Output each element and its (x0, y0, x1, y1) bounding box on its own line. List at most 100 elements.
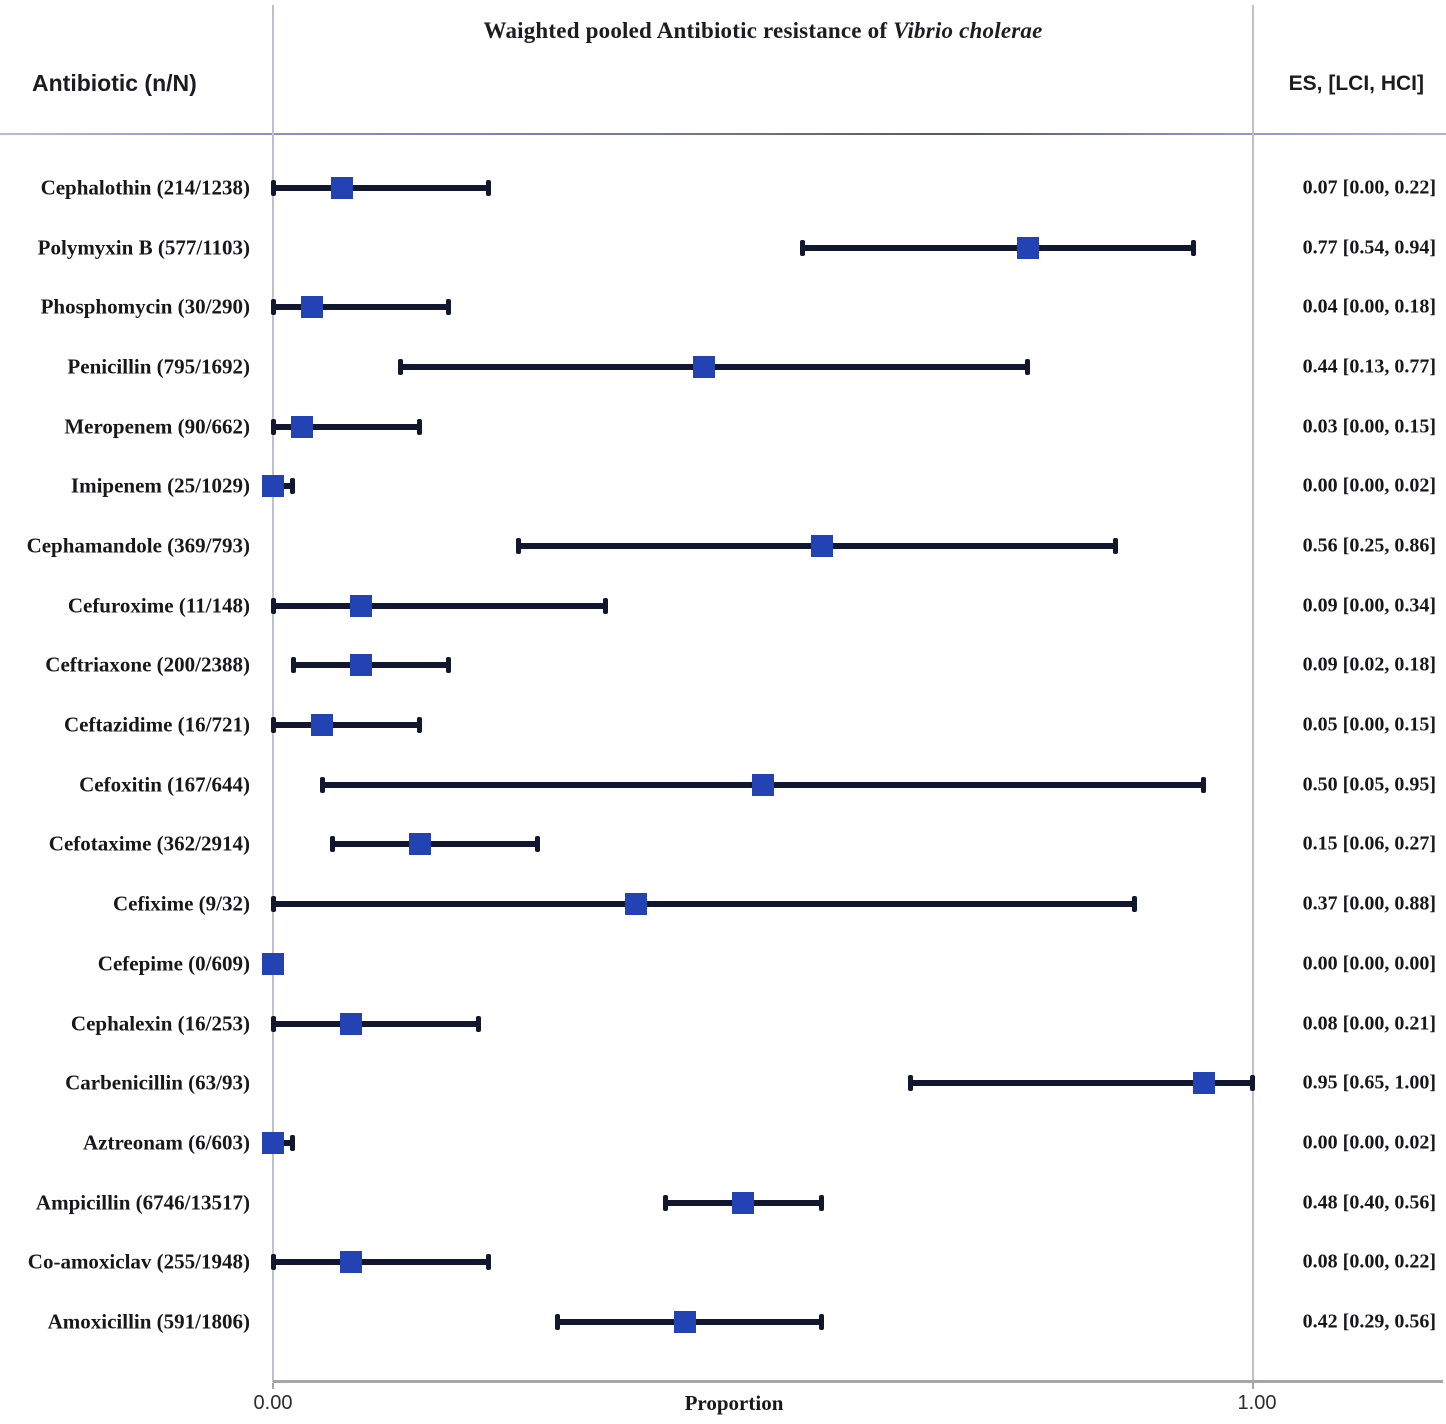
ci-cap-left (290, 657, 296, 674)
row-label: Cephamandole (369/793) (26, 533, 250, 558)
es-marker (262, 475, 284, 498)
es-value: 0.56 [0.25, 0.86] (1302, 534, 1436, 557)
ci-cap-right (1201, 776, 1206, 793)
x-tick-label-one: 1.00 (1237, 1392, 1277, 1414)
ci-cap-right (818, 1313, 824, 1330)
ci-cap-right (603, 597, 609, 614)
es-value: 0.48 [0.40, 0.56] (1302, 1191, 1436, 1214)
ci-cap-left (271, 299, 276, 316)
es-value: 0.00 [0.00, 0.02] (1302, 474, 1436, 497)
es-marker (693, 356, 716, 379)
row-label: Carbenicillin (63/93) (65, 1070, 250, 1095)
ci-line (273, 423, 420, 430)
x-tick-mark-zero (272, 1383, 274, 1389)
es-value: 0.08 [0.00, 0.21] (1302, 1012, 1436, 1035)
es-value: 0.00 [0.00, 0.00] (1302, 952, 1436, 975)
row-label: Cefixime (9/32) (112, 891, 250, 916)
es-marker (810, 535, 833, 558)
ci-cap-left (271, 1254, 276, 1271)
chart-title: Waighted pooled Antibiotic resistance of… (273, 18, 1253, 44)
ci-line (331, 841, 538, 848)
ci-cap-right (1132, 896, 1138, 913)
column-header-es: ES, [LCI, HCI] (1288, 72, 1424, 95)
es-marker (330, 177, 353, 199)
ci-cap-right (1191, 239, 1197, 256)
ci-line (273, 304, 450, 311)
es-marker (1016, 236, 1039, 259)
chart-title-main: Waighted pooled Antibiotic resistance of (483, 18, 894, 43)
ci-cap-right (1024, 359, 1030, 376)
ci-line (273, 1020, 479, 1027)
es-marker (311, 714, 333, 737)
es-value: 0.15 [0.06, 0.27] (1302, 832, 1436, 855)
ci-cap-left (320, 776, 325, 793)
row-label: Co-amoxiclav (255/1948) (27, 1249, 250, 1274)
ci-line (802, 244, 1195, 251)
es-marker (1193, 1072, 1215, 1095)
es-marker (340, 1012, 363, 1035)
ci-line (273, 185, 489, 191)
ci-cap-left (271, 597, 276, 614)
row-label: Phosphomycin (30/290) (40, 294, 250, 319)
ci-cap-right (485, 1254, 491, 1271)
x-tick-label-zero: 0.00 (253, 1392, 293, 1414)
ci-cap-right (1112, 538, 1118, 555)
row-label: Cefotaxime (362/2914) (48, 831, 250, 856)
column-header-antibiotic: Antibiotic (n/N) (32, 70, 197, 96)
es-value: 0.05 [0.00, 0.15] (1302, 713, 1436, 736)
ci-line (273, 1259, 489, 1266)
row-label: Polymyxin B (577/1103) (37, 235, 250, 260)
es-marker (262, 952, 284, 975)
ci-cap-left (271, 1015, 276, 1032)
row-label: Aztreonam (6/603) (83, 1130, 250, 1155)
es-marker (624, 893, 647, 916)
row-label: Ceftriaxone (200/2388) (45, 652, 250, 677)
row-label: Imipenem (25/1029) (70, 473, 250, 498)
ci-cap-right (289, 478, 295, 495)
es-value: 0.50 [0.05, 0.95] (1302, 773, 1436, 796)
ci-cap-right (289, 1134, 295, 1151)
row-label: Cephalothin (214/1238) (40, 175, 250, 200)
ci-cap-right (818, 1194, 824, 1211)
es-value: 0.09 [0.00, 0.34] (1302, 594, 1436, 617)
es-marker (673, 1310, 696, 1333)
row-label: Meropenem (90/662) (64, 414, 250, 439)
ci-cap-left (271, 180, 276, 196)
es-marker (350, 654, 373, 677)
ci-cap-left (555, 1313, 561, 1330)
es-value: 0.08 [0.00, 0.22] (1302, 1250, 1436, 1273)
row-label: Cefoxitin (167/644) (79, 772, 250, 797)
es-value: 0.44 [0.13, 0.77] (1302, 355, 1436, 378)
row-label: Ceftazidime (16/721) (63, 712, 250, 737)
es-marker (301, 296, 324, 319)
row-label: Amoxicillin (591/1806) (47, 1309, 250, 1334)
row-label: Cefepime (0/609) (97, 951, 250, 976)
es-value: 0.95 [0.65, 1.00] (1302, 1071, 1436, 1094)
row-label: Ampicillin (6746/13517) (35, 1190, 250, 1215)
x-tick-mark-one (1252, 1383, 1254, 1389)
gridline-one (1252, 5, 1254, 1382)
es-value: 0.04 [0.00, 0.18] (1302, 295, 1436, 318)
ci-cap-right (417, 717, 422, 734)
es-marker (291, 415, 314, 438)
x-axis-title: Proportion (684, 1391, 784, 1415)
es-value: 0.42 [0.29, 0.56] (1302, 1310, 1436, 1333)
ci-cap-left (271, 418, 276, 435)
row-label: Penicillin (795/1692) (67, 354, 250, 379)
ci-cap-left (800, 239, 806, 256)
chart-title-organism: Vibrio cholerae (893, 18, 1043, 43)
es-value: 0.77 [0.54, 0.94] (1302, 236, 1436, 259)
ci-cap-left (663, 1194, 668, 1211)
ci-cap-left (908, 1075, 913, 1092)
es-value: 0.37 [0.00, 0.88] (1302, 892, 1436, 915)
ci-line (273, 602, 607, 609)
es-marker (262, 1131, 284, 1154)
ci-cap-right (446, 657, 452, 674)
es-marker (752, 773, 774, 796)
ci-line (273, 901, 1136, 908)
ci-cap-right (417, 418, 422, 435)
row-label: Cefuroxime (11/148) (67, 593, 250, 618)
es-marker (340, 1251, 363, 1274)
header-separator-line (0, 133, 1446, 135)
ci-cap-right (1250, 1075, 1255, 1092)
